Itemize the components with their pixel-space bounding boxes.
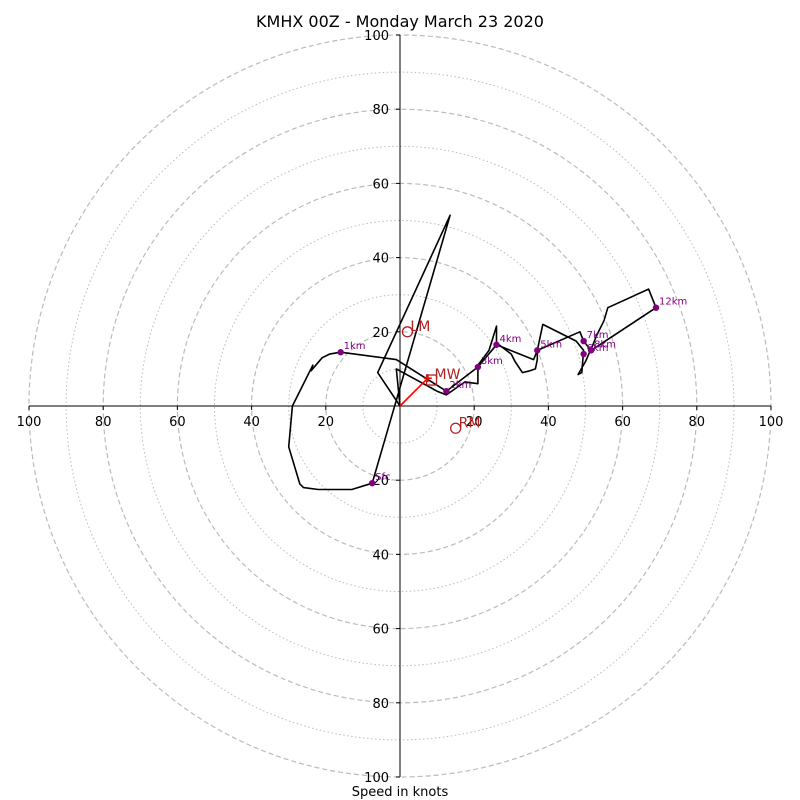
x-tick-label: 80: [689, 415, 706, 430]
motion-label: RM: [459, 415, 481, 431]
height-marker-point: [580, 350, 587, 358]
height-marker-label: 12km: [659, 297, 687, 308]
x-tick-label: 60: [169, 415, 186, 430]
tick-labels: 100 80 60 40 20 20 40 60 80 100 100 80 60 40 20 20 40 60 8…: [17, 29, 784, 786]
x-tick-label: 20: [466, 415, 483, 430]
y-tick-label: 20: [372, 326, 389, 341]
height-marker-point: [337, 349, 344, 356]
height-marker-label: 3km: [481, 356, 503, 367]
height-marker-label: Sfc: [375, 472, 390, 483]
y-tick-label: 60: [372, 623, 389, 638]
height-marker-label: 4km: [499, 334, 521, 345]
height-marker-label: 5km: [540, 339, 562, 350]
x-tick-label: 100: [17, 415, 42, 430]
x-tick-label: 20: [318, 415, 335, 430]
height-marker-point: [652, 304, 660, 311]
height-marker-point: [443, 387, 450, 395]
motion-marker-circle: [401, 326, 414, 338]
motion-marker-circle: [449, 422, 462, 434]
height-marker-point: [587, 347, 595, 354]
y-tick-label: 100: [364, 29, 389, 44]
height-marker-label: 7km: [587, 330, 609, 341]
height-marker-label: 8km: [594, 339, 616, 350]
motion-label: LM: [410, 319, 430, 335]
motion-vector-line: [399, 377, 429, 407]
x-tick-label: 60: [614, 415, 631, 430]
height-marker-label: 2km: [449, 380, 471, 391]
y-tick-label: 40: [372, 252, 389, 267]
storm-motions: LM RM MW: [401, 319, 481, 434]
y-tick-label: 20: [372, 474, 389, 489]
height-marker-point: [493, 341, 500, 348]
x-axis-label: Speed in knots: [352, 785, 449, 800]
height-marker-label: 6km: [587, 343, 609, 354]
height-marker-point: [580, 337, 587, 345]
x-tick-label: 40: [243, 415, 260, 430]
motion-label: MW: [435, 367, 461, 383]
y-tick-label: 40: [372, 548, 389, 563]
height-marker-point: [368, 479, 376, 487]
y-tick-label: 100: [364, 771, 389, 786]
height-marker-label: 1km: [344, 341, 366, 352]
motion-marker-square: [425, 374, 438, 386]
hodograph-traces: [287, 214, 657, 491]
x-tick-label: 80: [95, 415, 112, 430]
y-tick-label: 80: [372, 103, 389, 118]
height-marker-point: [534, 347, 541, 354]
hodograph-line: [287, 214, 657, 491]
y-tick-label: 60: [372, 177, 389, 192]
height-marker-point: [474, 363, 482, 371]
chart-title: KMHX 00Z - Monday March 23 2020: [256, 12, 544, 31]
y-tick-label: 80: [372, 697, 389, 712]
x-tick-label: 100: [759, 415, 784, 430]
x-tick-label: 40: [540, 415, 557, 430]
